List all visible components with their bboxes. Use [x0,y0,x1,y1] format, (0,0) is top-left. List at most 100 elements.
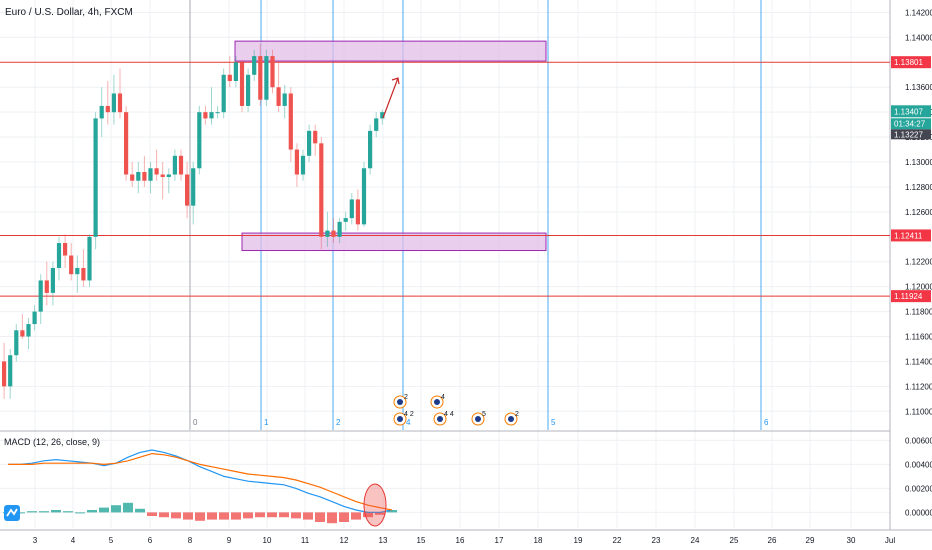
candle-body [252,56,257,75]
event-count-label: 2 [515,411,519,418]
x-tick-label: 29 [806,536,815,545]
flag-icon [397,416,403,422]
macd-axis-tick: 0.00400 [905,460,932,469]
signal-line [8,452,393,511]
candle-body [282,93,287,106]
projection-arrowhead [391,77,400,85]
macd-axis-tick: 0.00000 [905,508,932,517]
x-tick-label: 3 [33,536,38,545]
price-axis-tick: 1.12600 [905,208,932,217]
price-axis-tick: 1.14000 [905,33,932,42]
macd-histogram-bar [147,512,157,516]
x-tick-label: 17 [495,536,504,545]
macd-histogram-bar [39,511,49,513]
x-tick-label: 4 [71,536,76,545]
x-tick-label: 30 [847,536,856,545]
candle-body [270,56,275,88]
macd-histogram-bar [183,512,193,520]
candle-body [136,172,141,181]
flag-icon [437,416,443,422]
candle-body [258,56,263,100]
flag-icon [508,416,514,422]
candle-body [294,149,299,175]
macd-histogram-bar [111,505,121,513]
price-level-label: 1.13801 [894,58,923,67]
x-tick-label: 12 [340,536,349,545]
macd-axis-tick: 0.00600 [905,436,932,445]
price-axis-tick: 1.11000 [905,407,932,416]
flag-icon [475,416,481,422]
macd-histogram-bar [315,512,325,522]
price-level-tag [891,229,931,242]
x-tick-label: 10 [263,536,272,545]
candle-body [178,155,184,175]
event-count-label: 4 4 [444,411,454,418]
candle-body [221,74,226,113]
macd-histogram-bar [231,512,241,520]
candle-body [209,112,214,119]
x-tick-label: 23 [652,536,661,545]
candle-body [142,172,147,181]
candle-body [172,155,177,175]
candle-body [154,168,159,175]
candle-body [117,93,123,113]
candle-body [185,174,190,206]
macd-histogram-bar [327,512,337,524]
candle-body [374,118,379,131]
candle-body [325,230,330,237]
candle-body [26,324,31,337]
candle-body [276,87,281,106]
event-count-label: 2 [404,394,408,401]
price-axis-tick: 1.11800 [905,308,932,317]
candle-body [337,221,342,237]
candle-body [361,168,367,225]
x-tick-label: 9 [227,536,232,545]
candle-body [130,174,135,181]
price-axis-tick: 1.12200 [905,258,932,267]
price-axis-tick: 1.11200 [905,382,932,391]
tradingview-logo[interactable] [4,505,20,521]
symbol-title: Euro / U.S. Dollar, 4h, FXCM [5,7,133,18]
macd-histogram-bar [15,512,25,514]
x-tick-label: 5 [109,536,114,545]
macd-histogram-bar [291,512,301,519]
event-count-label: 4 [441,394,445,401]
candle-body [246,74,251,106]
macd-histogram-bar [27,511,37,513]
macd-histogram-bar [351,512,361,520]
candle-body [215,112,220,114]
current-price-label: 1.13407 [894,107,923,116]
macd-histogram-bar [207,512,217,520]
candle-body [63,243,68,256]
cycle-label: 2 [336,418,341,427]
macd-histogram-bar [267,512,277,518]
macd-histogram-bar [195,512,205,521]
macd-histogram-bar [123,502,133,513]
candle-body [56,243,62,268]
macd-line [8,449,393,514]
macd-histogram-bar [63,511,73,513]
candle-body [331,230,336,237]
candle-body [99,105,104,119]
candle-body [75,267,80,275]
price-level-label: 1.12411 [894,231,923,240]
macd-histogram-bar [51,510,61,513]
macd-histogram-bar [159,512,169,518]
candle-body [355,199,360,225]
macd-histogram-bar [243,512,253,519]
price-level-tag [891,56,931,69]
flag-icon [434,399,440,405]
candle-body [160,174,165,177]
candle-body [203,112,208,119]
macd-histogram-bar [75,512,85,514]
x-tick-label: 8 [188,536,193,545]
prev-price-label: 1.13227 [894,130,923,139]
candle-body [343,218,348,222]
price-axis-tick: 1.14200 [905,8,932,17]
price-level-label: 1.11924 [894,292,923,301]
candle-body [50,267,55,293]
candle-body [233,62,238,82]
candle-body [319,143,324,237]
candle-body [124,112,129,175]
